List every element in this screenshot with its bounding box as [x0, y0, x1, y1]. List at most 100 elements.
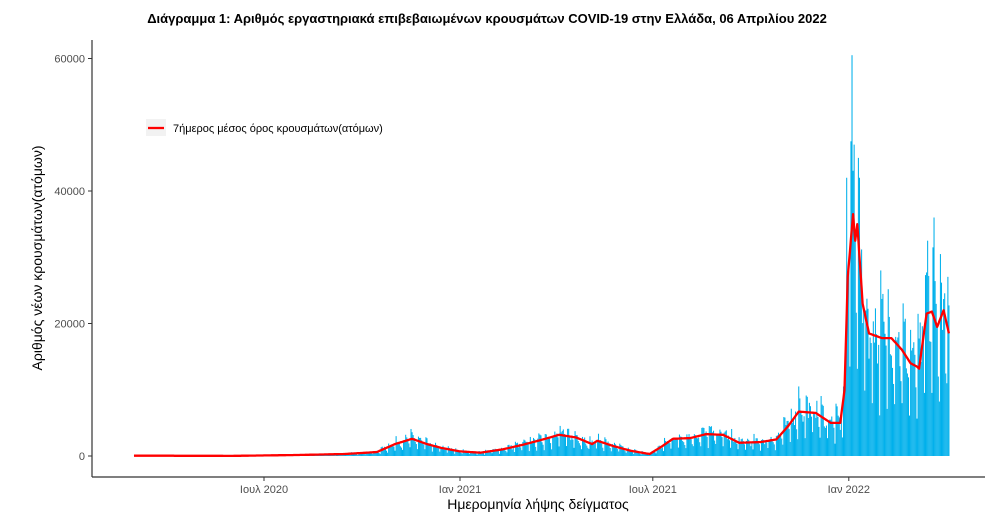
bar: [910, 329, 912, 456]
bar: [707, 448, 709, 456]
bar: [931, 392, 933, 456]
bar: [667, 441, 669, 456]
bar: [495, 449, 497, 456]
bar: [784, 417, 786, 456]
bar: [628, 450, 630, 456]
bar: [530, 442, 532, 456]
bar: [622, 446, 624, 456]
legend: 7ήμερος μέσος όρος κρουσμάτων(ατόμων): [146, 119, 383, 136]
bar: [476, 454, 478, 456]
bar: [480, 452, 482, 456]
bar: [705, 431, 707, 456]
bar: [575, 434, 577, 456]
bar: [597, 433, 600, 456]
bar: [885, 345, 887, 456]
bar: [519, 443, 521, 456]
bar: [831, 416, 833, 456]
bar: [802, 421, 804, 456]
bar: [886, 408, 888, 456]
bar: [508, 444, 510, 456]
bar: [473, 453, 475, 456]
bar: [728, 440, 731, 456]
y-tick-label: 20000: [54, 319, 85, 331]
bar: [717, 435, 719, 456]
bar: [710, 426, 712, 456]
bar: [503, 448, 505, 456]
bar: [877, 363, 879, 456]
bar: [431, 451, 433, 456]
bar: [704, 433, 706, 456]
bar: [569, 437, 571, 456]
bar: [911, 350, 913, 456]
bar: [801, 414, 803, 456]
bar: [736, 443, 738, 456]
bar: [497, 450, 499, 456]
bar: [923, 392, 925, 456]
bar: [548, 438, 551, 456]
bar: [395, 436, 397, 456]
bar: [724, 431, 726, 456]
bar: [493, 449, 495, 456]
bar: [585, 443, 587, 456]
bar: [902, 303, 904, 456]
bar: [883, 321, 885, 456]
bar: [943, 299, 945, 456]
bar: [936, 326, 938, 456]
bar: [439, 451, 441, 456]
bar: [741, 438, 743, 456]
bar: [594, 442, 596, 456]
bar: [382, 449, 384, 456]
bar: [592, 443, 594, 456]
bar: [600, 440, 602, 456]
bar: [914, 354, 916, 456]
bar: [367, 452, 369, 456]
bar: [820, 396, 822, 456]
bar: [457, 450, 459, 456]
bar: [507, 445, 509, 456]
bar: [588, 449, 590, 456]
bar: [381, 446, 383, 456]
bar: [817, 416, 819, 456]
bar: [928, 275, 930, 456]
bar: [482, 452, 484, 456]
bar: [468, 453, 470, 456]
bar: [738, 437, 740, 456]
bar: [319, 455, 322, 456]
bar: [894, 404, 896, 456]
bar: [574, 431, 576, 456]
bar: [470, 452, 472, 456]
bar: [498, 453, 500, 456]
bar: [791, 422, 793, 456]
bar: [341, 454, 343, 456]
bar: [699, 442, 701, 456]
bar: [532, 437, 535, 456]
bar: [652, 451, 654, 456]
bar: [823, 426, 825, 456]
bar: [685, 448, 687, 456]
bar: [327, 455, 329, 456]
bar: [803, 416, 805, 456]
bar: [553, 437, 555, 456]
bar: [496, 449, 498, 456]
bar: [697, 438, 699, 456]
bar: [670, 448, 672, 456]
bar: [775, 435, 777, 456]
bar: [616, 446, 618, 456]
bar: [434, 442, 437, 456]
bar: [899, 366, 901, 456]
bar: [627, 447, 629, 456]
bar: [698, 437, 700, 456]
bar: [781, 438, 783, 456]
bar: [543, 450, 545, 456]
bar: [688, 434, 690, 456]
bar: [912, 347, 914, 456]
bar: [900, 381, 902, 456]
bar: [838, 417, 840, 456]
bar: [354, 453, 356, 456]
bar: [755, 438, 757, 456]
bar: [390, 446, 392, 456]
bar: [349, 454, 351, 456]
bar: [639, 453, 641, 456]
bar: [392, 444, 394, 456]
bar: [658, 445, 660, 456]
